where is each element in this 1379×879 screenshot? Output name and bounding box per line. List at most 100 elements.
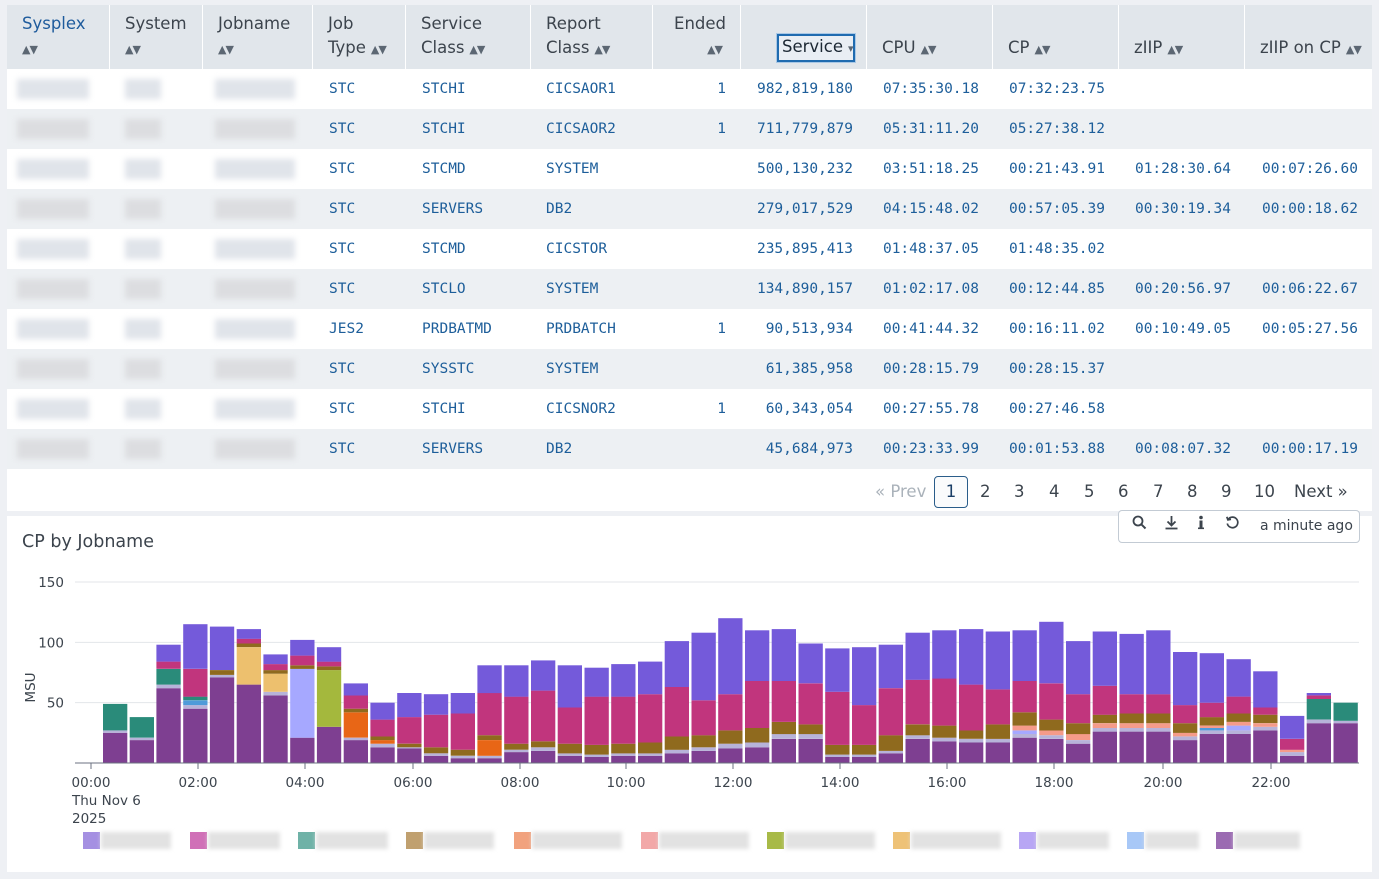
cell-service[interactable]: 90,513,934	[765, 321, 853, 337]
cell-cpu[interactable]: 03:51:18.25	[882, 161, 979, 177]
cell-cp[interactable]: 01:48:35.02	[1008, 241, 1105, 257]
table-row[interactable]: STC STCHI CICSNOR2 1 60,343,054 00:27:55.78 00…	[7, 389, 1372, 429]
cell-ziip-on-cp[interactable]: 00:07:26.60	[1261, 161, 1358, 177]
cell-ziip-on-cp[interactable]: 00:06:22.67	[1261, 281, 1358, 297]
cell-cpu[interactable]: 00:23:33.99	[882, 441, 979, 457]
sort-icon[interactable]: ▲▼	[218, 43, 234, 56]
table-row[interactable]: STC SERVERS DB2 279,017,529 04:15:48.02 00:57…	[7, 189, 1372, 229]
sort-icon[interactable]: ▲▼	[22, 43, 38, 56]
cell-ziip-on-cp[interactable]	[1245, 229, 1358, 269]
pagination-page[interactable]: 4	[1049, 482, 1060, 501]
pagination-page[interactable]: 7	[1153, 482, 1164, 501]
column-header-cp[interactable]: CP ▲▼	[993, 5, 1119, 69]
pagination-page[interactable]: 2	[980, 482, 991, 501]
pagination-page[interactable]: 10	[1254, 482, 1275, 501]
pagination-page[interactable]: 5	[1084, 482, 1095, 501]
cell-cpu[interactable]: 00:41:44.32	[882, 321, 979, 337]
cell-ended[interactable]: 1	[717, 401, 726, 417]
cell-ziip-on-cp[interactable]	[1245, 109, 1358, 149]
column-header-system[interactable]: System ▲▼	[110, 5, 203, 69]
column-header-report-class[interactable]: Report Class ▲▼	[531, 5, 653, 69]
table-row[interactable]: STC STCLO SYSTEM 134,890,157 01:02:17.08 00:1…	[7, 269, 1372, 309]
cell-report-class[interactable]: SYSTEM	[546, 161, 599, 177]
column-header-ended[interactable]: Ended ▲▼	[653, 5, 741, 69]
cell-service[interactable]: 711,779,879	[756, 121, 853, 137]
cell-ended[interactable]: 1	[717, 321, 726, 337]
cell-ziip[interactable]: 01:28:30.64	[1134, 161, 1231, 177]
pagination-page[interactable]: 8	[1187, 482, 1198, 501]
cell-cpu[interactable]: 05:31:11.20	[882, 121, 979, 137]
cell-cpu[interactable]: 07:35:30.18	[882, 81, 979, 97]
cell-service-class[interactable]: STCMD	[422, 241, 466, 257]
cell-job-type[interactable]: STC	[329, 361, 356, 377]
cell-ziip-on-cp[interactable]	[1245, 349, 1358, 389]
sort-icon[interactable]: ▲▼	[1167, 43, 1183, 56]
cell-report-class[interactable]: SYSTEM	[546, 281, 599, 297]
cell-cp[interactable]: 00:27:46.58	[1008, 401, 1105, 417]
cell-job-type[interactable]: STC	[329, 201, 356, 217]
table-row[interactable]: STC STCHI CICSAOR2 1 711,779,879 05:31:11.20 0…	[7, 109, 1372, 149]
pagination-page[interactable]: 6	[1118, 482, 1129, 501]
cell-cp[interactable]: 05:27:38.12	[1008, 121, 1105, 137]
cell-ziip-on-cp[interactable]: 00:00:17.19	[1261, 441, 1358, 457]
column-header-jobname[interactable]: Jobname ▲▼	[203, 5, 313, 69]
sort-icon[interactable]: ▲▼	[125, 43, 141, 56]
cell-service[interactable]: 61,385,958	[765, 361, 853, 377]
cell-report-class[interactable]: CICSTOR	[546, 241, 608, 257]
cell-cp[interactable]: 07:32:23.75	[1008, 81, 1105, 97]
pagination-next[interactable]: Next »	[1294, 482, 1348, 501]
cell-job-type[interactable]: STC	[329, 121, 356, 137]
cell-ended[interactable]: 1	[717, 81, 726, 97]
cell-cp[interactable]: 00:16:11.02	[1008, 321, 1105, 337]
sorted-column-indicator[interactable]: Service ▾	[777, 34, 855, 62]
cell-service-class[interactable]: STCHI	[422, 121, 466, 137]
table-row[interactable]: STC STCMD SYSTEM 500,130,232 03:51:18.25 00:2…	[7, 149, 1372, 189]
cell-ziip[interactable]: 00:08:07.32	[1134, 441, 1231, 457]
pagination-page[interactable]: 3	[1014, 482, 1025, 501]
cell-report-class[interactable]: CICSAOR1	[546, 81, 616, 97]
cell-service-class[interactable]: STCHI	[422, 401, 466, 417]
cell-service-class[interactable]: STCHI	[422, 81, 466, 97]
cell-ziip-on-cp[interactable]	[1245, 69, 1358, 109]
cell-service[interactable]: 279,017,529	[756, 201, 853, 217]
cell-report-class[interactable]: DB2	[546, 441, 573, 457]
info-icon[interactable]	[1196, 515, 1206, 534]
cell-ended[interactable]: 1	[717, 121, 726, 137]
cell-ziip[interactable]: 00:20:56.97	[1134, 281, 1231, 297]
cell-ziip[interactable]: 00:30:19.34	[1134, 201, 1231, 217]
cell-ended[interactable]	[667, 189, 726, 229]
cell-service[interactable]: 134,890,157	[756, 281, 853, 297]
cell-service[interactable]: 45,684,973	[765, 441, 853, 457]
cell-cp[interactable]: 00:28:15.37	[1008, 361, 1105, 377]
cell-service-class[interactable]: SERVERS	[422, 441, 484, 457]
pagination-page[interactable]: 9	[1221, 482, 1232, 501]
cell-ended[interactable]	[667, 149, 726, 189]
cell-job-type[interactable]: STC	[329, 161, 356, 177]
sort-icon[interactable]: ▲▼	[469, 43, 485, 56]
table-row[interactable]: STC SERVERS DB2 45,684,973 00:23:33.99 00:01:…	[7, 429, 1372, 469]
column-header-service-class[interactable]: Service Class ▲▼	[406, 5, 531, 69]
table-row[interactable]: STC SYSSTC SYSTEM 61,385,958 00:28:15.79 00:2…	[7, 349, 1372, 389]
column-header-job-type[interactable]: Job Type ▲▼	[313, 5, 406, 69]
table-row[interactable]: JES2 PRDBATMD PRDBATCH 1 90,513,934 00:41:44.…	[7, 309, 1372, 349]
cell-ziip[interactable]	[1119, 389, 1231, 429]
cell-ziip-on-cp[interactable]	[1245, 389, 1358, 429]
cell-cp[interactable]: 00:12:44.85	[1008, 281, 1105, 297]
cell-service-class[interactable]: SERVERS	[422, 201, 484, 217]
search-icon[interactable]	[1132, 515, 1147, 534]
refresh-icon[interactable]	[1225, 515, 1240, 534]
cell-ziip[interactable]	[1119, 349, 1231, 389]
cell-service[interactable]: 982,819,180	[756, 81, 853, 97]
cell-report-class[interactable]: PRDBATCH	[546, 321, 616, 337]
cell-service[interactable]: 60,343,054	[765, 401, 853, 417]
sort-icon[interactable]: ▲▼	[1034, 43, 1050, 56]
download-icon[interactable]	[1164, 515, 1179, 534]
cell-service-class[interactable]: STCMD	[422, 161, 466, 177]
cell-service-class[interactable]: PRDBATMD	[422, 321, 492, 337]
cell-job-type[interactable]: STC	[329, 241, 356, 257]
cell-job-type[interactable]: STC	[329, 281, 356, 297]
cell-ziip-on-cp[interactable]: 00:00:18.62	[1261, 201, 1358, 217]
cell-service[interactable]: 235,895,413	[756, 241, 853, 257]
cell-ziip[interactable]: 00:10:49.05	[1134, 321, 1231, 337]
cell-report-class[interactable]: SYSTEM	[546, 361, 599, 377]
